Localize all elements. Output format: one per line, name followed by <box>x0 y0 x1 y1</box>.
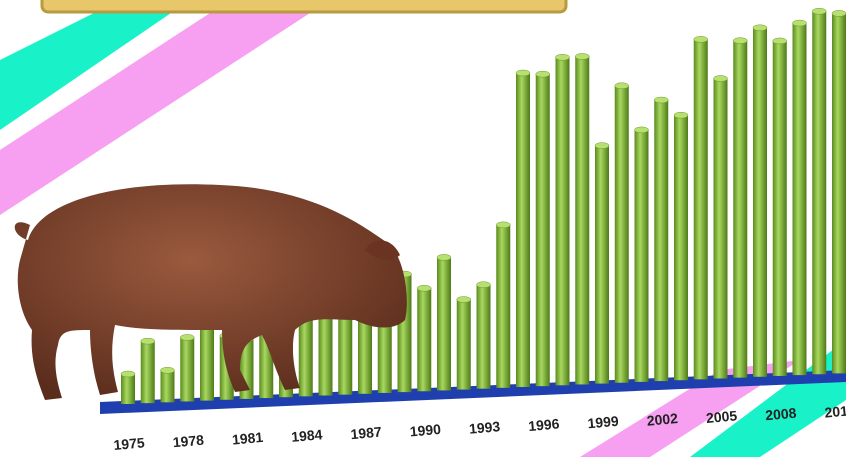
bar <box>812 8 827 375</box>
bar-body <box>200 320 214 401</box>
x-tick-label: 2008 <box>765 405 798 424</box>
bar-body <box>713 78 728 379</box>
bar <box>436 254 452 391</box>
bar <box>476 281 491 389</box>
bar-body <box>595 145 609 384</box>
bar <box>496 221 511 388</box>
bar <box>417 285 432 392</box>
pig-illustration <box>14 184 407 400</box>
bar-body <box>318 300 333 396</box>
bar-cap <box>555 54 570 61</box>
bar-cap <box>496 221 511 229</box>
bar <box>693 36 708 380</box>
bar-cap <box>673 111 689 119</box>
bar <box>733 37 748 378</box>
bar-body <box>417 288 432 392</box>
bar <box>831 10 846 374</box>
x-tick-label: 1999 <box>587 413 620 432</box>
x-tick-label: 2002 <box>646 410 679 429</box>
bar <box>772 37 787 376</box>
bar <box>575 53 590 385</box>
bar-cap <box>713 75 728 82</box>
bar-cap <box>634 126 649 134</box>
bar-cap <box>140 337 155 345</box>
bar <box>515 69 531 387</box>
x-tick-label: 1984 <box>291 426 324 445</box>
bar <box>792 19 807 376</box>
bar-body <box>654 100 669 382</box>
bar <box>555 54 570 386</box>
bar <box>140 337 155 404</box>
bar <box>456 296 471 390</box>
x-tick-label: 1987 <box>350 424 383 443</box>
bar-cap <box>456 296 471 303</box>
bar-body <box>476 284 491 389</box>
x-tick-label: 1990 <box>409 421 442 440</box>
bar-cap <box>812 8 827 15</box>
bar-body <box>575 56 590 385</box>
bar-body <box>772 40 787 376</box>
bar-body <box>140 341 155 404</box>
bar-body <box>792 23 807 376</box>
x-tick-label: 1981 <box>231 429 264 448</box>
bar-cap <box>417 285 432 292</box>
bar-cap <box>752 24 768 32</box>
bar-cap <box>594 142 610 149</box>
bar-body <box>516 73 530 387</box>
x-tick-label: 1978 <box>172 432 205 451</box>
bar-cap <box>160 367 175 374</box>
bar-body <box>437 257 451 391</box>
bar <box>180 334 195 402</box>
bar-cap <box>515 69 531 77</box>
bar-cap <box>693 36 708 43</box>
bar <box>654 96 669 382</box>
bar-cap <box>436 254 452 261</box>
x-tick-label: 2005 <box>705 407 738 426</box>
bar-body <box>674 115 688 381</box>
bar-body <box>832 13 846 374</box>
bar-cap <box>120 370 136 378</box>
bar <box>673 111 689 381</box>
bar-cap <box>535 70 550 78</box>
bar-cap <box>654 96 669 104</box>
bar-body <box>496 224 511 388</box>
bar-body <box>338 299 353 395</box>
bar <box>594 142 610 384</box>
bar-cap <box>476 281 491 288</box>
bar-body <box>753 27 767 377</box>
bar <box>713 75 728 379</box>
bar-body <box>733 40 748 378</box>
bar <box>535 70 550 387</box>
bar <box>634 126 649 382</box>
bar-body <box>812 11 827 375</box>
bar <box>120 370 136 404</box>
bar <box>160 367 175 403</box>
x-tick-label: 1996 <box>528 415 561 434</box>
bar <box>752 24 768 377</box>
x-tick-label: 1975 <box>113 434 146 453</box>
bar-body <box>456 299 471 390</box>
bar-cap <box>792 19 807 27</box>
bar-cap <box>614 82 629 89</box>
x-tick-label: 2011 <box>824 402 846 421</box>
bar-cap <box>180 334 195 341</box>
bar-body <box>121 374 135 404</box>
bar-body <box>160 370 175 403</box>
bar <box>614 82 629 383</box>
bar-body <box>634 129 649 382</box>
bar-cap <box>831 10 846 17</box>
bar-cap <box>575 53 590 60</box>
bar-body <box>693 39 708 380</box>
bar-body <box>180 337 195 402</box>
bar-body <box>535 74 550 387</box>
bar-body <box>614 85 629 383</box>
bar-cap <box>772 37 787 45</box>
bar-body <box>298 301 313 397</box>
bar <box>199 317 215 401</box>
bar-cap <box>733 37 748 44</box>
bar-body <box>555 57 570 386</box>
x-tick-label: 1993 <box>468 418 501 437</box>
